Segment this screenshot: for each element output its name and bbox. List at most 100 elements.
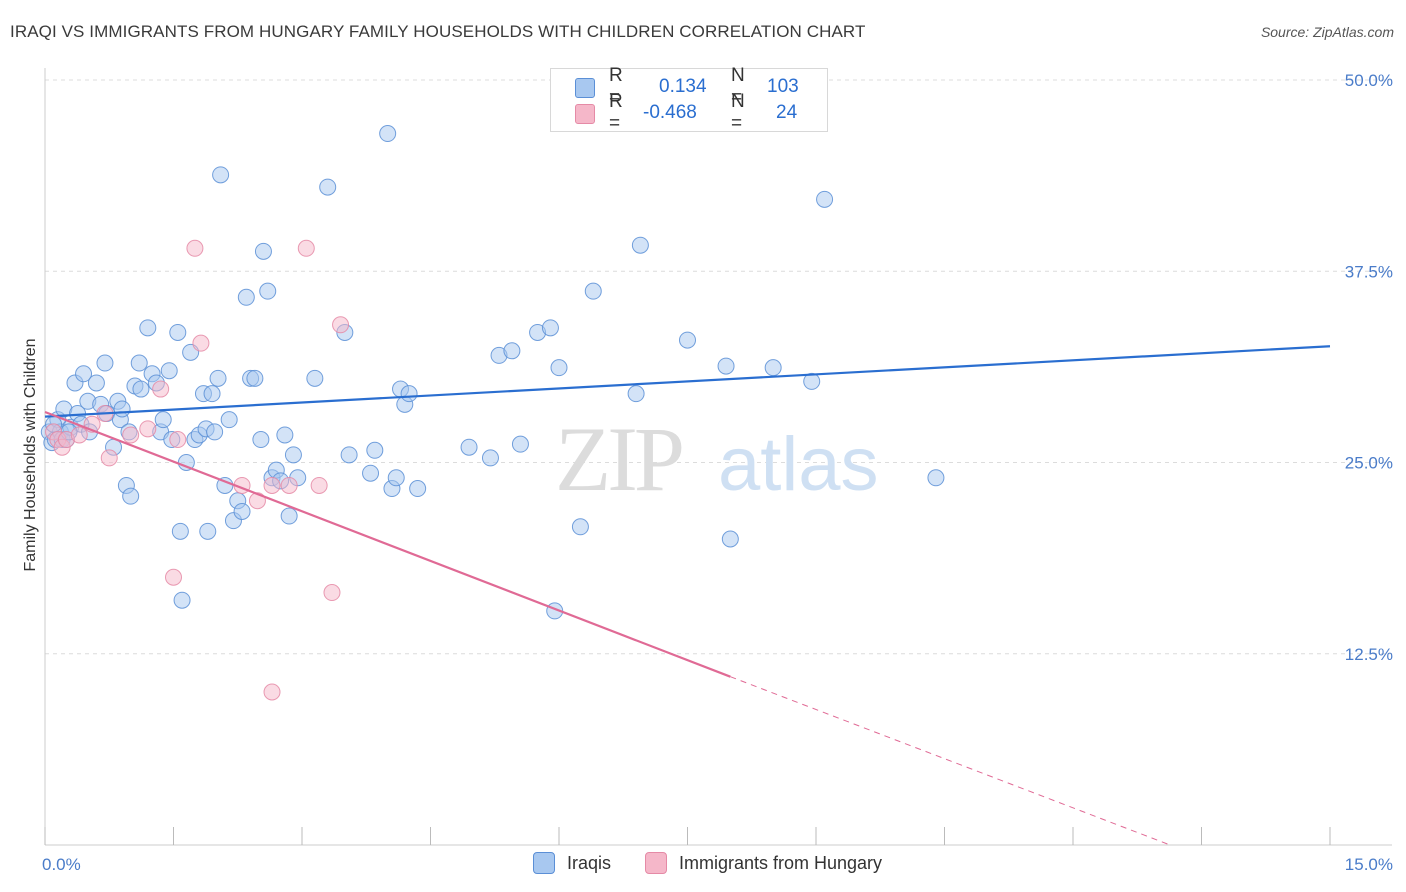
iraqi-point (631, 236, 649, 254)
iraqi-point (284, 446, 302, 464)
iraqi-trend-line (44, 345, 1331, 418)
watermark-atlas: atlas (718, 422, 879, 507)
iraqi-point (400, 385, 418, 403)
watermark-zip: ZIP (555, 408, 682, 510)
x-tick-label: 0.0% (42, 855, 81, 874)
legend-item-iraqis: Iraqis (533, 852, 611, 874)
r-label: R = (609, 65, 623, 108)
hungary-point (263, 476, 281, 494)
iraqi-point (212, 166, 230, 184)
iraqi-point (721, 530, 739, 548)
iraqi-point (276, 426, 294, 444)
iraqi-point (199, 522, 217, 540)
axes (44, 68, 1392, 846)
hungary-point (169, 431, 187, 449)
iraqi-point (233, 502, 251, 520)
legend-label-hungary: Immigrants from Hungary (679, 852, 883, 873)
iraqi-point (503, 342, 521, 360)
y-tick-label: 12.5% (1345, 645, 1393, 664)
data-points (40, 125, 945, 701)
hungary-point (186, 239, 204, 257)
iraqi-point (75, 365, 93, 383)
iraqi-point (254, 242, 272, 260)
iraqi-point (132, 380, 150, 398)
source-label: Source: ZipAtlas.com (1260, 24, 1394, 40)
iraqi-point (362, 464, 380, 482)
iraqi-point (139, 319, 157, 337)
hungary-point (165, 568, 182, 586)
iraqi-point (379, 125, 397, 143)
iraqi-point (154, 411, 172, 429)
iraqi-point (220, 411, 238, 429)
legend-label-iraqis: Iraqis (567, 852, 612, 873)
chart-title: IRAQI VS IMMIGRANTS FROM HUNGARY FAMILY … (10, 22, 866, 41)
iraqi-point (409, 480, 427, 498)
iraqi-point (541, 319, 559, 337)
iraqi-point (259, 282, 277, 300)
hungary-point (280, 476, 298, 494)
r-value: 0.134 (659, 76, 707, 97)
iraqi-point (481, 449, 499, 467)
iraqi-point (169, 323, 187, 341)
legend-swatch-hungary (575, 104, 595, 124)
iraqi-point (550, 359, 568, 377)
y-tick-label: 37.5% (1345, 262, 1393, 281)
iraqi-point (366, 441, 384, 459)
iraqi-point (511, 435, 529, 453)
x-tick-label: 15.0% (1345, 855, 1393, 874)
hungary-point (100, 449, 118, 467)
hungary-point (70, 426, 88, 444)
iraqi-point (122, 487, 140, 505)
n-label: N = (731, 91, 745, 134)
iraqi-point (387, 469, 405, 487)
iraqi-point (237, 288, 255, 306)
iraqi-point (717, 357, 735, 375)
legend-swatch-iraqis (575, 78, 595, 98)
hungary-point (263, 683, 281, 701)
r-label: R = (609, 91, 623, 134)
legend-swatch-iraqis (533, 852, 555, 874)
hungary-point (122, 426, 140, 444)
iraqi-point (130, 354, 148, 372)
hungary-point (297, 239, 315, 257)
iraqi-point (340, 446, 358, 464)
hungary-trend-extension (730, 676, 1171, 846)
iraqi-point (87, 374, 105, 392)
iraqi-point (252, 431, 270, 449)
n-value: 103 (767, 76, 799, 97)
correlation-legend: R = 0.134 N = 103 R = -0.468 N = 24 (550, 65, 828, 134)
n-label: N = (731, 65, 745, 108)
iraqi-point (306, 369, 324, 387)
hungary-point (152, 380, 170, 398)
legend-item-hungary: Immigrants from Hungary (645, 852, 882, 874)
hungary-point (323, 584, 341, 602)
iraqi-point (571, 518, 589, 536)
y-tick-label: 50.0% (1345, 71, 1393, 90)
iraqi-point (206, 423, 224, 441)
tick-labels: 12.5% 25.0% 37.5% 50.0% 0.0% 15.0% (42, 71, 1393, 874)
iraqi-point (113, 400, 131, 418)
trend-lines (44, 345, 1331, 846)
iraqi-point (96, 354, 114, 372)
y-tick-label: 25.0% (1345, 454, 1393, 473)
iraqi-point (209, 369, 227, 387)
iraqi-point (764, 359, 782, 377)
iraqi-point (160, 362, 178, 380)
n-value: 24 (776, 102, 798, 123)
iraqi-point (816, 190, 834, 208)
iraqi-point (584, 282, 602, 300)
iraqi-point (173, 591, 191, 609)
iraqi-point (171, 522, 189, 540)
hungary-trend-line (44, 410, 731, 678)
hungary-point (332, 316, 350, 334)
hungary-point (139, 420, 157, 438)
iraqi-point (679, 331, 696, 349)
iraqi-point (460, 438, 478, 456)
iraqi-point (627, 385, 645, 403)
gridlines (45, 79, 1392, 655)
hungary-point (192, 334, 210, 352)
iraqi-point (803, 372, 821, 390)
hungary-point (310, 476, 328, 494)
legend-swatch-hungary (645, 852, 667, 874)
